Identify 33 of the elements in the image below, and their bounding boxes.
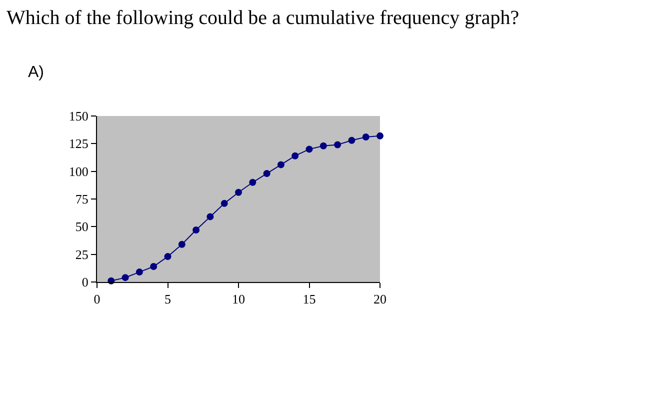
x-tick-label: 0 bbox=[94, 292, 100, 307]
y-tick-label: 75 bbox=[75, 192, 88, 207]
point bbox=[122, 274, 129, 282]
point bbox=[249, 178, 256, 186]
x-tick-label: 10 bbox=[232, 292, 245, 307]
point bbox=[235, 188, 242, 196]
point bbox=[178, 240, 186, 248]
text: A) bbox=[28, 64, 44, 81]
point bbox=[206, 213, 214, 220]
point bbox=[334, 141, 342, 148]
chart-title: Which of the following could be a cumulative frequency graph? bbox=[6, 6, 520, 29]
point bbox=[192, 226, 200, 234]
point bbox=[220, 200, 228, 207]
point bbox=[164, 253, 172, 260]
point bbox=[306, 146, 313, 153]
point bbox=[150, 263, 158, 270]
x-tick-label: 20 bbox=[374, 292, 386, 307]
x-tick-label: 5 bbox=[164, 292, 171, 307]
y-tick-label: 100 bbox=[68, 164, 88, 179]
point bbox=[348, 136, 356, 144]
y-tick-label: 50 bbox=[75, 219, 88, 234]
point bbox=[263, 170, 270, 178]
point bbox=[136, 268, 143, 276]
y-tick-label: 125 bbox=[68, 136, 88, 152]
y-tick-label: 25 bbox=[75, 246, 88, 262]
x-tick-label: 15 bbox=[302, 292, 316, 307]
point bbox=[320, 142, 327, 150]
y-tick-label: 0 bbox=[82, 274, 88, 290]
point bbox=[292, 152, 299, 160]
y-tick-label: 150 bbox=[68, 108, 88, 124]
point bbox=[376, 132, 384, 140]
point bbox=[362, 134, 370, 141]
point bbox=[277, 161, 284, 168]
